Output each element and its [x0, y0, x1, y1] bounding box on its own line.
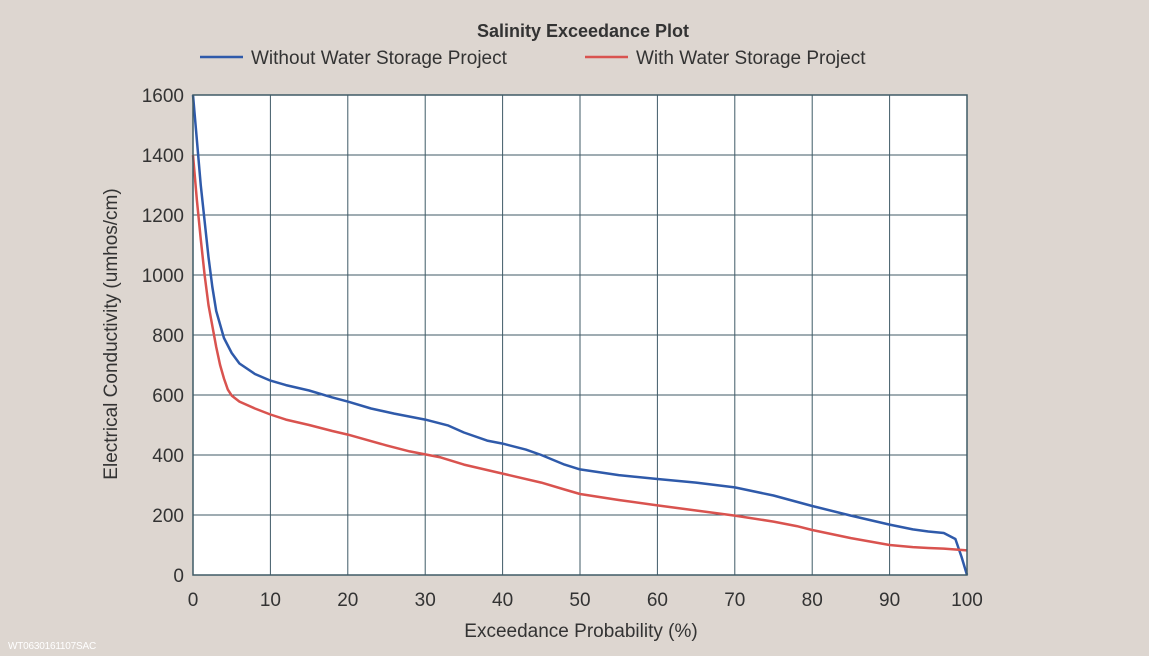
series-layer: [191, 94, 969, 576]
series-line-without-project: [191, 94, 969, 576]
y-tick-label: 1200: [142, 206, 184, 227]
series-line-with-project: [191, 154, 968, 552]
y-axis-tick-labels: 0 200 400 600 800 1000 1200 1400 1600: [142, 86, 184, 587]
x-tick-label: 0: [188, 590, 199, 611]
x-tick-label: 30: [415, 590, 436, 611]
y-tick-label: 1400: [142, 146, 184, 167]
y-tick-label: 400: [152, 446, 184, 467]
legend: Without Water Storage Project With Water…: [200, 48, 866, 69]
x-tick-label: 80: [802, 590, 823, 611]
y-axis-label: Electrical Conductivity (umhos/cm): [101, 188, 122, 479]
x-tick-label: 50: [569, 590, 590, 611]
y-tick-label: 1600: [142, 86, 184, 107]
x-tick-label: 40: [492, 590, 513, 611]
x-tick-label: 20: [337, 590, 358, 611]
x-tick-label: 10: [260, 590, 281, 611]
image-id-watermark: WT0630161107SAC: [8, 641, 96, 652]
legend-label-with: With Water Storage Project: [636, 48, 866, 69]
x-tick-label: 90: [879, 590, 900, 611]
x-axis-label: Exceedance Probability (%): [464, 621, 697, 642]
y-tick-label: 200: [152, 506, 184, 527]
y-tick-label: 1000: [142, 266, 184, 287]
x-tick-label: 100: [951, 590, 983, 611]
y-tick-label: 0: [173, 566, 184, 587]
x-tick-label: 60: [647, 590, 668, 611]
legend-label-without: Without Water Storage Project: [251, 48, 508, 69]
y-tick-label: 800: [152, 326, 184, 347]
x-tick-label: 70: [724, 590, 745, 611]
x-axis-tick-labels: 0 10 20 30 40 50 60 70 80 90 100: [188, 590, 983, 611]
y-tick-label: 600: [152, 386, 184, 407]
chart-title: Salinity Exceedance Plot: [477, 21, 689, 41]
plot-frame: [192, 94, 968, 576]
